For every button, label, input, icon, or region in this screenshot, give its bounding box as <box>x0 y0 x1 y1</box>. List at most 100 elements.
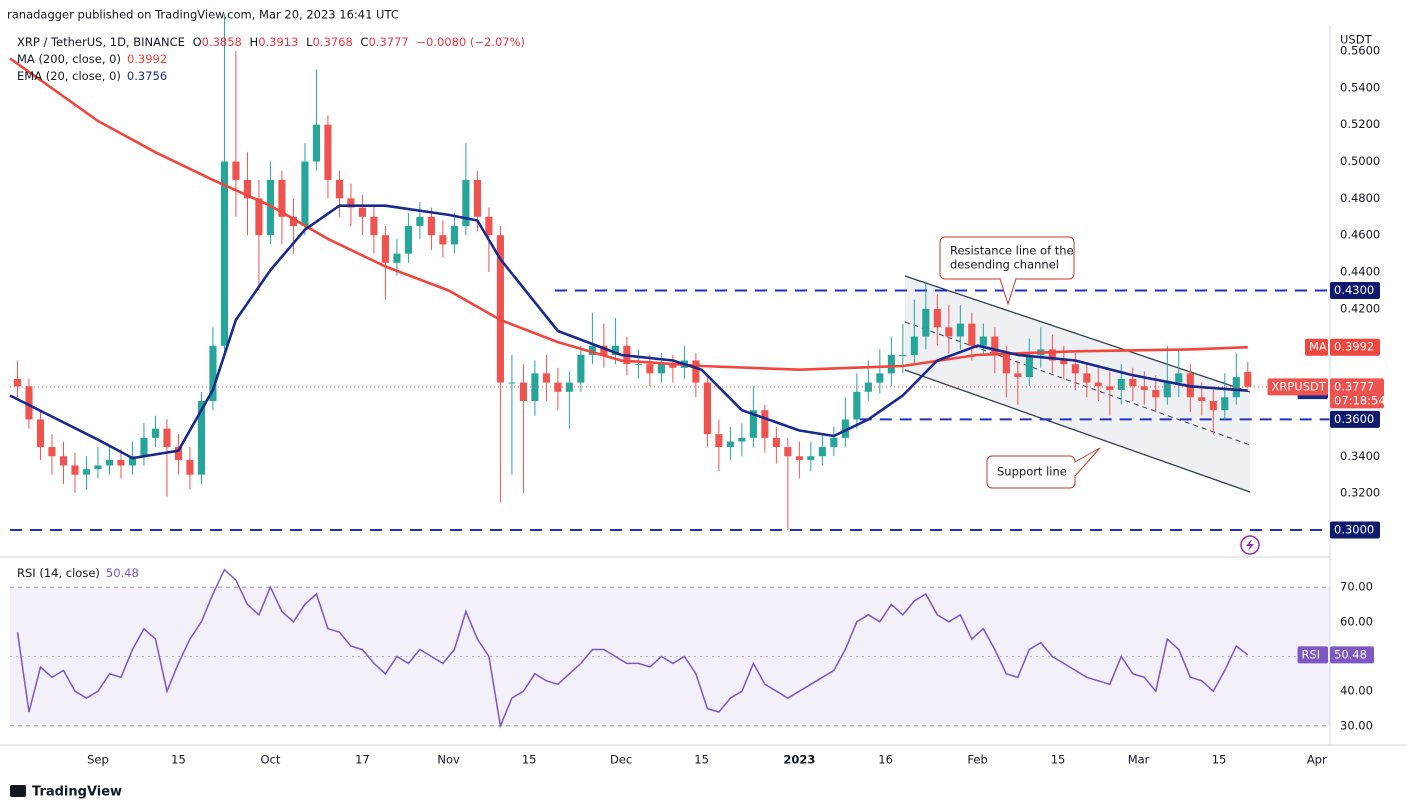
candle-body <box>427 216 435 236</box>
level-label-text: 0.3000 <box>1334 522 1374 536</box>
last-value-text: 0.3777 <box>1334 379 1374 393</box>
candle-body <box>151 428 160 438</box>
candle-body <box>600 345 608 355</box>
publisher-line: ranadagger published on TradingView.com,… <box>7 8 399 22</box>
candle-body <box>48 447 56 457</box>
overlay-line <box>9 57 1248 371</box>
candle-body <box>186 459 194 475</box>
candle-body <box>887 354 895 374</box>
resistance-line <box>904 275 1251 393</box>
candle-body <box>278 179 286 217</box>
candle-body <box>301 161 309 226</box>
legend-value: 0.3756 <box>127 69 167 83</box>
candle-body <box>36 419 45 448</box>
candle-body <box>542 373 550 383</box>
overlay-tag-bg <box>1305 338 1328 356</box>
channel-midline <box>904 321 1251 446</box>
y-tick-label: 0.5400 <box>1340 80 1380 94</box>
candle-body <box>232 161 240 180</box>
candle-body <box>795 456 803 460</box>
x-tick-label: 15 <box>1212 753 1227 767</box>
callout-support: Support line <box>986 447 1101 489</box>
candle-body <box>347 198 355 208</box>
level-label-text: 0.3600 <box>1334 412 1374 426</box>
channel <box>904 275 1251 493</box>
candle-body <box>1083 373 1091 383</box>
candle-body <box>370 216 378 236</box>
candle-body <box>508 382 516 384</box>
y-tick-label: 40.00 <box>1340 684 1373 698</box>
candle-body <box>772 437 780 448</box>
symbol-legend: XRP / TetherUS, 1D, BINANCE O0.3858 H0.3… <box>17 35 525 49</box>
x-tick-label: 15 <box>522 753 537 767</box>
candle-body <box>13 378 22 387</box>
candle-body <box>715 434 723 448</box>
candle-body <box>209 345 217 401</box>
candle-body <box>669 364 677 368</box>
candle-body <box>416 216 424 226</box>
candle-body <box>565 382 573 392</box>
series-tag: RSI <box>1297 646 1328 664</box>
candle-body <box>945 327 953 337</box>
level-label: 0.4300 <box>1330 281 1380 299</box>
candle-body <box>853 391 861 420</box>
overlay-value-bg <box>1330 338 1380 356</box>
candle-body <box>703 382 711 435</box>
alert-icon[interactable] <box>1240 535 1260 555</box>
callout-text: Resistance line of the <box>950 244 1074 258</box>
legend-name: RSI (14, close) <box>17 566 100 580</box>
ohlc-key: O <box>193 35 202 49</box>
candle-body <box>485 216 493 236</box>
y-tick-label: 0.5600 <box>1340 44 1380 58</box>
support-line <box>904 369 1251 493</box>
overlay-tag: MA <box>1305 338 1328 356</box>
candle-body <box>738 437 746 442</box>
alert-icon-bolt <box>1246 539 1254 551</box>
candle-body <box>59 456 68 466</box>
last-tag-bg <box>1267 378 1328 396</box>
candle-body <box>1025 354 1033 378</box>
candle-body <box>657 364 665 374</box>
level-label-bg <box>1330 521 1380 539</box>
candle-body <box>1106 386 1114 390</box>
candle-body <box>588 345 596 355</box>
ohlc-key: H <box>250 35 259 49</box>
callout-pointer <box>999 278 1017 306</box>
ohlc-value: 0.3768 <box>313 35 353 49</box>
callout-resistance: Resistance line of the desending channel <box>939 236 1075 306</box>
y-tick-label: 0.4600 <box>1340 228 1380 242</box>
candle-body <box>841 419 849 438</box>
level-label-bg <box>1330 281 1380 299</box>
candle-body <box>761 410 769 438</box>
candle-body <box>979 336 987 346</box>
level-label-text: 0.4300 <box>1334 283 1374 297</box>
candle-body <box>117 459 125 466</box>
candle-body <box>197 401 206 475</box>
candle-body <box>519 382 527 401</box>
candle-body <box>266 179 274 236</box>
y-tick-label: 0.4400 <box>1340 265 1380 279</box>
level-label: 0.3600 <box>1330 410 1380 428</box>
legend-name: EMA (20, close, 0) <box>17 69 121 83</box>
candle-body <box>1060 360 1068 365</box>
candle-body <box>1117 378 1125 390</box>
y-tick-label: 0.4200 <box>1340 301 1380 315</box>
candle-body <box>404 226 412 254</box>
candle-body <box>105 459 114 466</box>
candle-body <box>450 226 458 245</box>
last-value-bg <box>1330 378 1384 409</box>
overlay-tag-text: MA <box>1309 340 1327 354</box>
level-label-bg <box>1330 410 1380 428</box>
labels: 0.3200 0.3400 0.4200 0.4400 0.4600 0.4800 0.50… <box>87 44 1386 767</box>
candle-body <box>71 465 79 475</box>
ohlc-key: C <box>360 35 368 49</box>
candle-body <box>692 360 700 383</box>
callout-text: desending channel <box>950 258 1059 272</box>
y-tick-label: 0.4800 <box>1340 191 1380 205</box>
series-tag-bg <box>1297 646 1328 664</box>
candle-body <box>174 447 183 460</box>
overlay-value-text: 0.3992 <box>1334 340 1374 354</box>
y-tick-label: 70.00 <box>1340 580 1373 594</box>
